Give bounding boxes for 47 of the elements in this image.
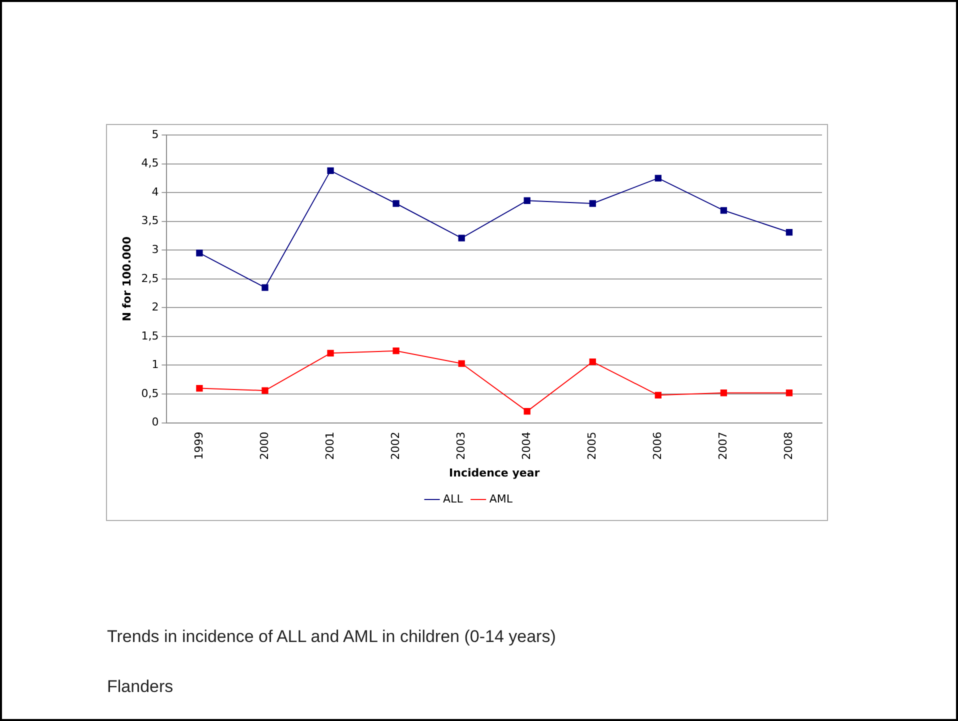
x-tick-label: 2002 <box>388 432 402 460</box>
y-tick-label: 4,5 <box>141 156 159 170</box>
x-axis-title: Incidence year <box>449 466 540 480</box>
y-tick-label: 3 <box>152 242 159 256</box>
y-tick-label: 4 <box>152 185 159 198</box>
y-tick-label: 3,5 <box>141 214 159 228</box>
point <box>654 174 662 182</box>
text: Flanders <box>107 677 174 697</box>
y-tick-label: 1,5 <box>141 329 159 342</box>
x-tick-label: 2003 <box>454 432 468 460</box>
y-tick-label: 0,5 <box>141 386 159 400</box>
x-tick-label: 2001 <box>323 432 336 460</box>
x-tick-label: 2005 <box>586 432 598 460</box>
point <box>196 384 203 392</box>
y-tick-label: 2,5 <box>141 272 159 285</box>
x-tick-label: 2008 <box>782 432 796 460</box>
legend-label: ALL <box>443 492 464 506</box>
point <box>589 200 596 207</box>
point <box>262 284 268 291</box>
point <box>524 408 530 415</box>
point <box>458 234 465 242</box>
y-tick-label: 1 <box>152 358 159 372</box>
y-tick-label: 0 <box>152 416 159 429</box>
point <box>458 360 465 367</box>
x-tick-label: 1999 <box>192 432 206 460</box>
y-tick-label: 5 <box>152 128 159 141</box>
point <box>196 250 203 256</box>
point <box>589 358 596 366</box>
y-tick-label: 2 <box>152 300 159 314</box>
point <box>720 390 728 396</box>
point <box>392 348 400 354</box>
point <box>327 350 334 356</box>
x-tick-label: 2000 <box>258 432 271 460</box>
point <box>786 390 793 396</box>
y-axis-title: N for 100.000 <box>120 236 134 322</box>
x-tick-label: 2004 <box>520 432 533 460</box>
point <box>786 228 793 236</box>
x-tick-label: 2007 <box>716 432 730 460</box>
point <box>327 167 334 174</box>
x-tick-label: 2006 <box>651 432 664 460</box>
text: Trends in incidence of ALL and AML in children (0-14 years) <box>107 627 556 647</box>
legend-label: AML <box>489 492 514 506</box>
point <box>654 392 662 399</box>
point <box>262 387 268 394</box>
point <box>392 200 400 207</box>
point <box>720 207 728 214</box>
point <box>524 197 530 204</box>
